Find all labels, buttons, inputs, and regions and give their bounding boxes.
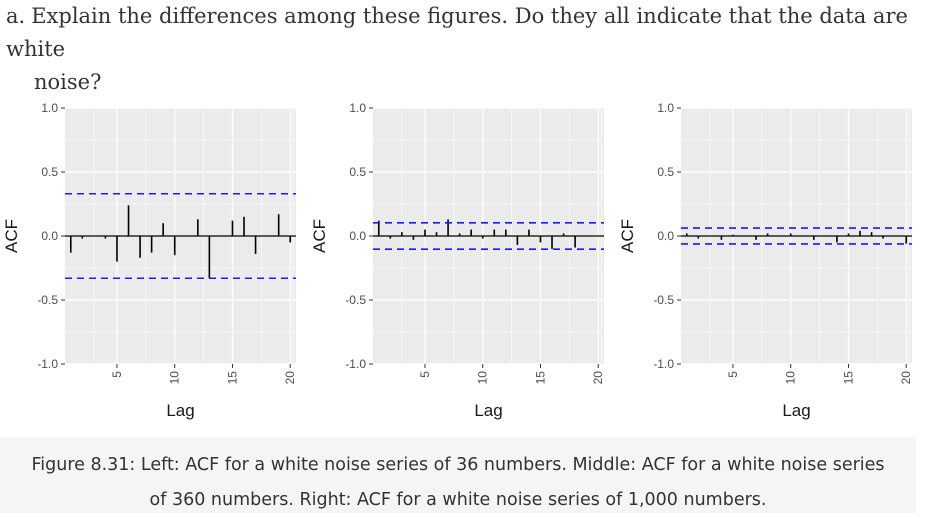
question-text: a. Explain the differences among these fi… (6, 0, 936, 99)
question-line-2: noise? (34, 70, 102, 94)
y-tick-label: -1.0 (345, 357, 366, 371)
acf-chart-right: 1.0 0.5 0.0 -0.5 -1.0 5 10 15 20 Lag ACF (618, 101, 913, 420)
y-tick-label: 1.0 (657, 101, 674, 115)
y-tick-label: -0.5 (653, 293, 674, 307)
caption-box (0, 437, 916, 513)
x-tick-label: 10 (784, 371, 798, 385)
acf-chart-left: 1.0 0.5 0.0 -0.5 -1.0 5 10 15 20 Lag ACF (2, 101, 297, 420)
y-tick-label: 0.0 (349, 229, 366, 243)
y-tick-label: 0.5 (349, 165, 366, 179)
y-axis-title: ACF (618, 219, 637, 253)
y-tick-label: -1.0 (653, 357, 674, 371)
x-tick-label: 5 (418, 371, 432, 378)
y-tick-label: 1.0 (349, 101, 366, 115)
acf-charts: 1.0 0.5 0.0 -0.5 -1.0 5 10 15 20 Lag ACF 1.0 0.5 0.0… (0, 98, 946, 434)
x-tick-label: 5 (726, 371, 740, 378)
x-tick-label: 20 (899, 371, 913, 385)
y-tick-label: 0.0 (657, 229, 674, 243)
x-tick-label: 15 (841, 371, 855, 385)
x-axis-title: Lag (166, 401, 194, 420)
x-tick-label: 15 (225, 371, 239, 385)
question-line-1: Explain the differences among these figu… (6, 4, 908, 61)
caption-line-1: Figure 8.31: Left: ACF for a white noise… (31, 455, 885, 475)
question-marker: a. (6, 4, 26, 28)
x-tick-label: 20 (283, 371, 297, 385)
x-axis-title: Lag (782, 401, 810, 420)
y-tick-label: 0.5 (657, 165, 674, 179)
y-axis-title: ACF (2, 219, 21, 253)
y-tick-label: 0.0 (41, 229, 58, 243)
x-tick-label: 20 (591, 371, 605, 385)
y-tick-label: -1.0 (37, 357, 58, 371)
figure-caption: Figure 8.31: Left: ACF for a white noise… (0, 448, 916, 518)
y-tick-label: -0.5 (37, 293, 58, 307)
y-tick-label: 1.0 (41, 101, 58, 115)
x-tick-label: 10 (476, 371, 490, 385)
x-tick-label: 15 (533, 371, 547, 385)
x-tick-label: 10 (168, 371, 182, 385)
y-axis-title: ACF (310, 219, 329, 253)
y-tick-label: -0.5 (345, 293, 366, 307)
x-axis-title: Lag (474, 401, 502, 420)
acf-chart-middle: 1.0 0.5 0.0 -0.5 -1.0 5 10 15 20 Lag ACF (310, 101, 605, 420)
y-tick-label: 0.5 (41, 165, 58, 179)
caption-line-2: of 360 numbers. Right: ACF for a white n… (149, 490, 767, 510)
x-tick-label: 5 (110, 371, 124, 378)
